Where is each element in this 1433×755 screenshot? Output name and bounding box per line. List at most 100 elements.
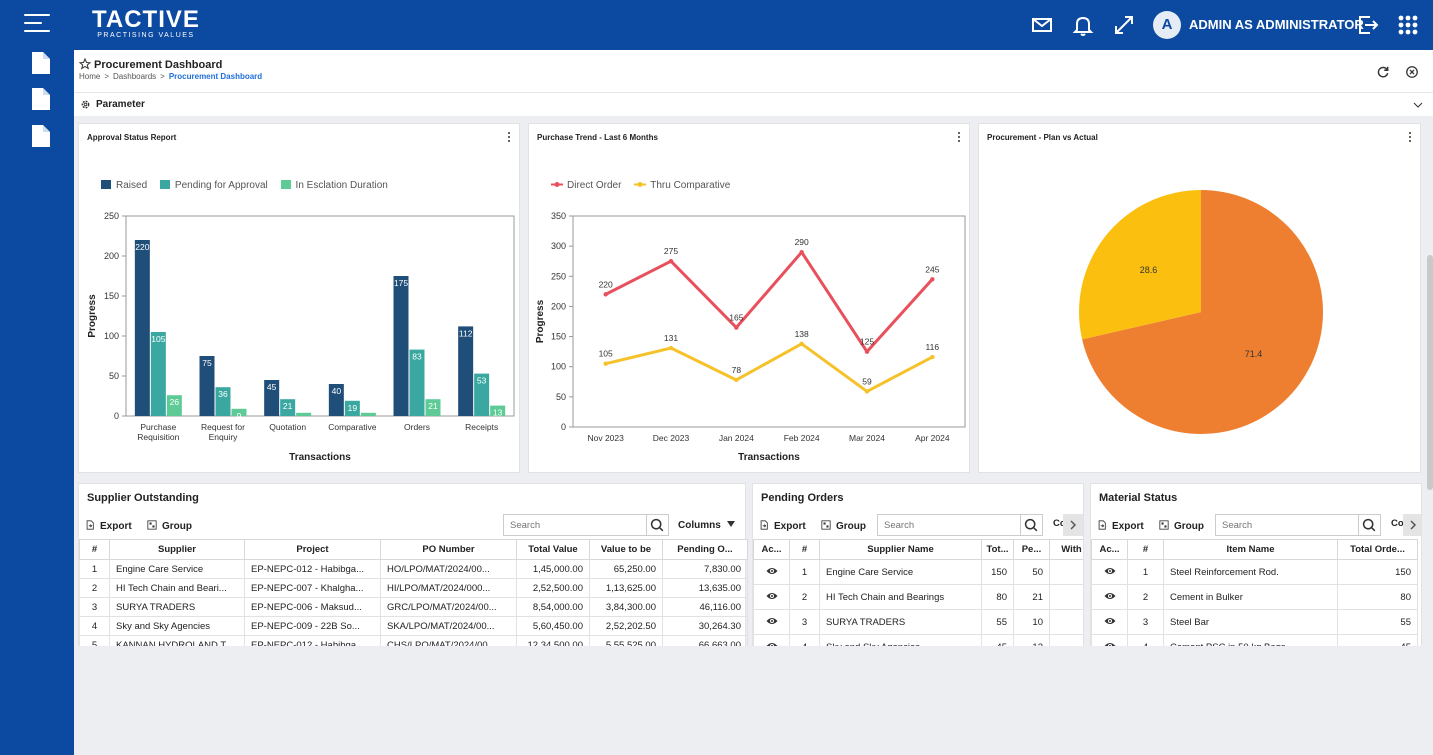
more-options-icon[interactable]: [1408, 132, 1412, 144]
table-cell: 1,45,000.00: [516, 559, 590, 579]
legend-item-pending[interactable]: Pending for Approval: [159, 180, 268, 191]
export-button[interactable]: Export: [759, 520, 806, 532]
y-tick-label: 50: [556, 392, 566, 402]
column-header[interactable]: Ac...: [1091, 539, 1128, 560]
bell-icon[interactable]: [1071, 13, 1095, 37]
chevron-down-icon[interactable]: [1412, 99, 1424, 111]
bar-value-label: 220: [135, 242, 149, 252]
purchase-trend-card: Purchase Trend - Last 6 Months Direct Or…: [528, 123, 970, 473]
columns-button[interactable]: Co: [1053, 518, 1066, 529]
table-row[interactable]: 3 Steel Bar 55: [1091, 609, 1418, 635]
top-header: TACTIVE PRACTISING VALUES A ADMIN AS ADM…: [0, 0, 1433, 50]
legend-item-direct-order[interactable]: Direct Order: [551, 180, 621, 191]
row-action-view-button[interactable]: [1091, 559, 1128, 585]
table-row[interactable]: 3 SURYA TRADERS EP-NEPC-006 - Maksud... GRC…: [79, 597, 748, 617]
table-row[interactable]: 2 HI Tech Chain and Beari... EP-NEPC-007 -…: [79, 578, 748, 598]
column-header[interactable]: #: [1127, 539, 1164, 560]
refresh-icon[interactable]: [1376, 65, 1390, 79]
parameter-panel[interactable]: Parameter: [74, 92, 1433, 116]
row-action-view-button[interactable]: [1091, 584, 1128, 610]
logout-icon[interactable]: [1356, 13, 1380, 37]
menu-icon[interactable]: [24, 14, 52, 36]
search-input[interactable]: [503, 514, 647, 536]
search-input[interactable]: [877, 514, 1021, 536]
document-icon[interactable]: [30, 88, 50, 110]
column-header[interactable]: Total Value: [516, 539, 590, 560]
columns-button[interactable]: Columns: [678, 520, 736, 531]
export-button[interactable]: Export: [85, 520, 132, 532]
apps-grid-icon[interactable]: [1396, 13, 1420, 37]
data-point: [603, 361, 608, 366]
column-header[interactable]: Value to be: [589, 539, 663, 560]
group-button[interactable]: Group: [821, 520, 866, 532]
chevron-right-icon: [1070, 520, 1077, 530]
table-row[interactable]: 2 Cement in Bulker 80: [1091, 584, 1418, 610]
column-header[interactable]: Pending O...: [662, 539, 748, 560]
column-header[interactable]: #: [79, 539, 110, 560]
search-input[interactable]: [1215, 514, 1359, 536]
bar: [150, 332, 166, 416]
search-button[interactable]: [1359, 514, 1381, 536]
table-row[interactable]: 1 Steel Reinforcement Rod. 150: [1091, 559, 1418, 585]
export-button[interactable]: Export: [1097, 520, 1144, 532]
app-logo[interactable]: TACTIVE PRACTISING VALUES: [92, 8, 200, 40]
toolbar-scroll-right[interactable]: [1403, 514, 1421, 536]
table-row[interactable]: 4 Sky and Sky Agencies EP-NEPC-009 - 22B S…: [79, 616, 748, 636]
columns-button[interactable]: Co: [1391, 518, 1404, 529]
document-icon[interactable]: [30, 52, 50, 74]
y-tick-label: 50: [109, 371, 119, 381]
breadcrumb-dashboards[interactable]: Dashboards: [113, 72, 157, 81]
star-icon[interactable]: [79, 58, 91, 70]
legend-item-thru-comparative[interactable]: Thru Comparative: [634, 180, 730, 191]
bar: [296, 412, 312, 416]
column-header[interactable]: Pe...: [1013, 539, 1050, 560]
column-header[interactable]: PO Number: [380, 539, 517, 560]
table-row[interactable]: 1 Engine Care Service 150 50: [753, 559, 1083, 585]
column-header[interactable]: Supplier: [109, 539, 245, 560]
legend-label: Thru Comparative: [650, 180, 731, 191]
table-cell: 2: [79, 578, 110, 598]
table-row[interactable]: 2 HI Tech Chain and Bearings 80 21: [753, 584, 1083, 610]
table-cell: EP-NEPC-009 - 22B So...: [244, 616, 381, 636]
legend-item-raised[interactable]: Raised: [101, 180, 147, 191]
column-header[interactable]: Project: [244, 539, 381, 560]
logo-name: TACTIVE: [92, 6, 200, 33]
table-cell: 3: [1127, 609, 1164, 635]
column-header[interactable]: Ac...: [753, 539, 790, 560]
table-row[interactable]: 1 Engine Care Service EP-NEPC-012 - Habibg…: [79, 559, 748, 579]
table-cell: SURYA TRADERS: [109, 597, 245, 617]
search-button[interactable]: [647, 514, 669, 536]
mail-icon[interactable]: [1030, 13, 1054, 37]
group-button[interactable]: Group: [1159, 520, 1204, 532]
search-button[interactable]: [1021, 514, 1043, 536]
row-action-view-button[interactable]: [753, 584, 790, 610]
column-header[interactable]: Item Name: [1163, 539, 1338, 560]
group-button[interactable]: Group: [147, 520, 192, 532]
view-eye-icon: [1104, 592, 1115, 599]
pie-slice: [1082, 190, 1323, 434]
page-scrollbar[interactable]: [1427, 255, 1433, 490]
column-header[interactable]: Total Orde...: [1337, 539, 1418, 560]
legend-swatch-escalation: [280, 180, 291, 189]
toolbar-scroll-right[interactable]: [1063, 514, 1083, 536]
table-row[interactable]: 3 SURYA TRADERS 55 10: [753, 609, 1083, 635]
expand-icon[interactable]: [1112, 13, 1136, 37]
approval-chart-title: Approval Status Report: [87, 133, 177, 142]
row-action-view-button[interactable]: [1091, 609, 1128, 635]
document-icon[interactable]: [30, 125, 50, 147]
legend-item-escalation[interactable]: In Esclation Duration: [280, 180, 388, 191]
column-header[interactable]: With: [1049, 539, 1083, 560]
breadcrumb-separator: >: [160, 72, 165, 81]
row-action-view-button[interactable]: [753, 609, 790, 635]
more-options-icon[interactable]: [507, 132, 511, 144]
close-icon[interactable]: [1405, 65, 1419, 79]
column-header[interactable]: Supplier Name: [819, 539, 982, 560]
more-options-icon[interactable]: [957, 132, 961, 144]
breadcrumb-home[interactable]: Home: [79, 72, 101, 81]
row-action-view-button[interactable]: [753, 559, 790, 585]
material-status-table: Ac... # Item Name Total Orde... 1 Steel Rein…: [1091, 539, 1418, 660]
username[interactable]: ADMIN AS ADMINISTRATOR: [1189, 17, 1364, 32]
column-header[interactable]: #: [789, 539, 820, 560]
avatar[interactable]: A: [1153, 11, 1181, 39]
column-header[interactable]: Tot...: [981, 539, 1014, 560]
